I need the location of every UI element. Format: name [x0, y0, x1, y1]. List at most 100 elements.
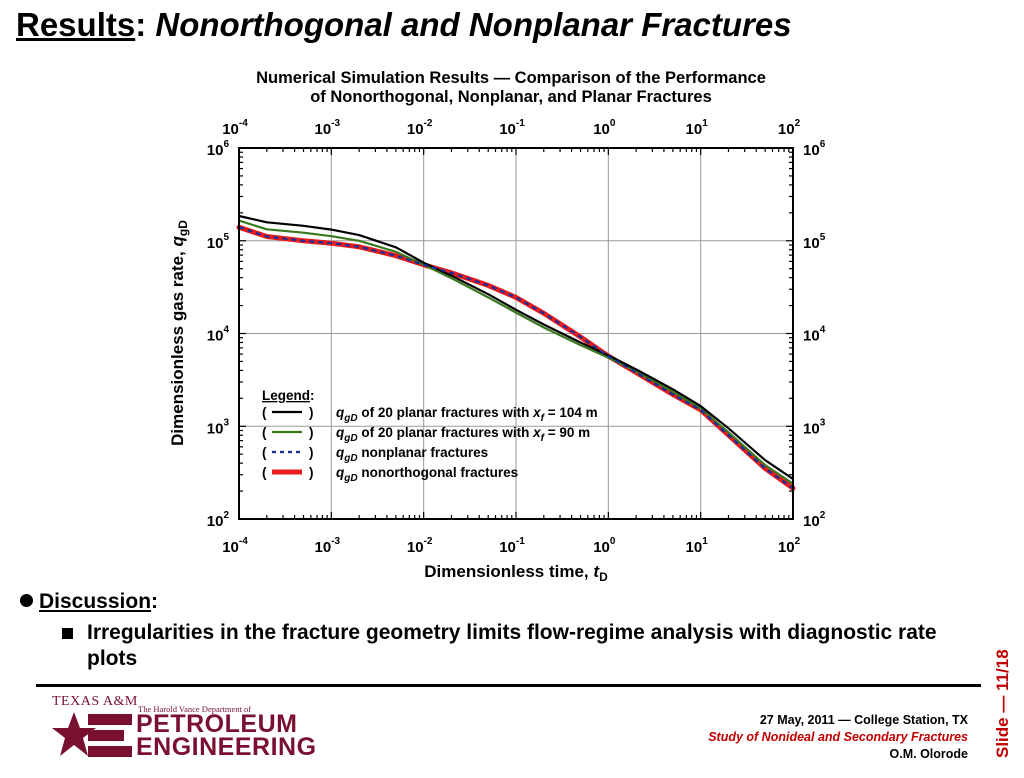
x-tick-label-top-base: 10: [499, 121, 516, 138]
x-tick-label-bottom-exp: -4: [239, 536, 248, 547]
logo-university: TEXAS A&M: [52, 694, 138, 709]
x-tick-label-top-base: 10: [593, 121, 610, 138]
legend-label-1: qgD of 20 planar fractures with xf = 90 …: [336, 425, 590, 444]
x-tick-label-bottom-exp: 0: [610, 536, 616, 547]
x-tick-label-bottom-base: 10: [315, 539, 332, 556]
x-tick-label-top: 10-3: [315, 118, 341, 138]
legend-title-text: Legend: [262, 388, 310, 403]
y-tick-label-right-exp: 5: [820, 232, 826, 243]
x-tick-label-top: 102: [778, 118, 801, 138]
footer-info: 27 May, 2011 — College Station, TX Study…: [708, 712, 968, 763]
x-tick-label-bottom: 10-2: [407, 536, 433, 556]
y-tick-label-left-exp: 3: [223, 417, 229, 428]
x-tick-label-bottom: 10-3: [315, 536, 341, 556]
discussion-colon: :: [151, 590, 159, 613]
chart-axis-titles: Dimensionless time, tD Dimensionless gas …: [168, 220, 608, 584]
y-tick-label-right-base: 10: [803, 513, 820, 530]
legend-label-2: qgD nonplanar fractures: [336, 445, 488, 464]
chart-series: [236, 214, 796, 491]
y-tick-label-right-exp: 6: [820, 139, 826, 150]
legend-paren-close: ): [309, 465, 314, 480]
x-tick-label-top-exp: -1: [516, 118, 525, 129]
y-tick-label-left: 104: [207, 325, 230, 345]
legend-symbol-sub: gD: [343, 473, 357, 484]
y-axis-title-text: Dimensionless gas rate,: [168, 247, 187, 446]
x-tick-label-top-base: 10: [222, 121, 239, 138]
x-tick-label-top-exp: 2: [795, 118, 801, 129]
legend-symbol-q: q: [336, 425, 345, 440]
y-tick-label-left: 105: [207, 232, 230, 252]
y-tick-label-right-exp: 3: [820, 417, 826, 428]
y-tick-label-left-exp: 6: [223, 139, 229, 150]
x-tick-label-top: 10-2: [407, 118, 433, 138]
legend-symbol-f: f: [541, 433, 546, 444]
y-tick-label-right-exp: 2: [820, 510, 826, 521]
x-tick-label-bottom-base: 10: [222, 539, 239, 556]
y-tick-label-right-exp: 4: [820, 325, 826, 336]
y-tick-label-left-base: 10: [207, 420, 224, 437]
x-axis-title-symbol: t: [593, 562, 600, 581]
x-tick-label-top-exp: -2: [424, 118, 433, 129]
discussion-heading: Discussion:: [20, 590, 158, 614]
logo-star: [52, 712, 96, 756]
chart-tick-labels: 10-410-410-310-310-210-210-110-110010010…: [207, 118, 826, 556]
x-tick-label-top-exp: 1: [702, 118, 708, 129]
series-line-2: [238, 226, 794, 490]
x-axis-title-subscript: D: [599, 570, 608, 584]
y-tick-label-right: 102: [803, 510, 826, 530]
footer-divider: [36, 684, 981, 687]
y-tick-label-left-exp: 4: [223, 325, 229, 336]
x-tick-label-top-exp: -3: [331, 118, 340, 129]
legend-symbol-sub: gD: [343, 453, 357, 464]
legend-symbol-q: q: [336, 405, 345, 420]
x-axis-title: Dimensionless time, tD: [424, 562, 608, 584]
legend-paren-open: (: [262, 405, 267, 420]
legend-label-text: of 20 planar fractures with: [358, 405, 534, 420]
x-tick-label-top-base: 10: [407, 121, 424, 138]
legend-paren-open: (: [262, 465, 267, 480]
x-tick-label-bottom-exp: -3: [331, 536, 340, 547]
y-tick-label-left-base: 10: [207, 328, 224, 345]
legend-label-0: qgD of 20 planar fractures with xf = 104…: [336, 405, 598, 424]
y-tick-label-right-base: 10: [803, 142, 820, 159]
legend-label-text: nonplanar fractures: [358, 445, 489, 460]
x-tick-label-bottom-base: 10: [686, 539, 703, 556]
legend-label-text: of 20 planar fractures with: [358, 425, 534, 440]
x-tick-label-bottom-exp: 2: [795, 536, 801, 547]
discussion-point-text: Irregularities in the fracture geometry …: [87, 621, 937, 670]
x-tick-label-top-base: 10: [778, 121, 795, 138]
x-tick-label-bottom: 10-4: [222, 536, 248, 556]
x-tick-label-bottom-base: 10: [407, 539, 424, 556]
y-tick-label-right: 104: [803, 325, 826, 345]
logo-department: The Harold Vance Department of: [138, 704, 252, 714]
legend-symbol-x: x: [532, 425, 541, 440]
footer-date-place: 27 May, 2011 — College Station, TX: [759, 713, 968, 727]
legend-title: Legend:: [262, 388, 315, 403]
x-tick-label-top-exp: 0: [610, 118, 616, 129]
logo-e-bar-bottom: [88, 746, 132, 757]
x-tick-label-bottom-base: 10: [778, 539, 795, 556]
y-tick-label-left-exp: 2: [223, 510, 229, 521]
legend-symbol-sub: gD: [343, 433, 357, 444]
chart-legend: Legend:() qgD of 20 planar fractures with…: [262, 388, 598, 484]
y-axis-title-subscript: gD: [176, 220, 190, 236]
y-axis-title: Dimensionless gas rate, qgD: [168, 220, 190, 446]
petroleum-engineering-logo: TEXAS A&M The Harold Vance Department of…: [44, 694, 334, 764]
x-tick-label-bottom: 102: [778, 536, 801, 556]
y-tick-label-left: 106: [207, 139, 230, 159]
chart-title-line: of Nonorthogonal, Nonplanar, and Planar …: [310, 88, 712, 106]
discussion-label: Discussion: [39, 590, 152, 613]
legend-label-value: = 104 m: [544, 405, 598, 420]
footer-author: O.M. Olorode: [889, 747, 968, 761]
y-tick-label-left-base: 10: [207, 235, 224, 252]
legend-symbol-q: q: [336, 445, 345, 460]
footer-course: Study of Nonideal and Secondary Fracture…: [708, 730, 968, 744]
legend-title-colon: :: [310, 388, 315, 403]
legend-symbol-x: x: [532, 405, 541, 420]
square-bullet: [62, 628, 73, 639]
x-tick-label-top-base: 10: [686, 121, 703, 138]
logo-e-bar-mid: [88, 730, 124, 741]
x-tick-label-bottom: 101: [686, 536, 709, 556]
x-tick-label-bottom: 100: [593, 536, 616, 556]
y-tick-label-right: 103: [803, 417, 826, 437]
